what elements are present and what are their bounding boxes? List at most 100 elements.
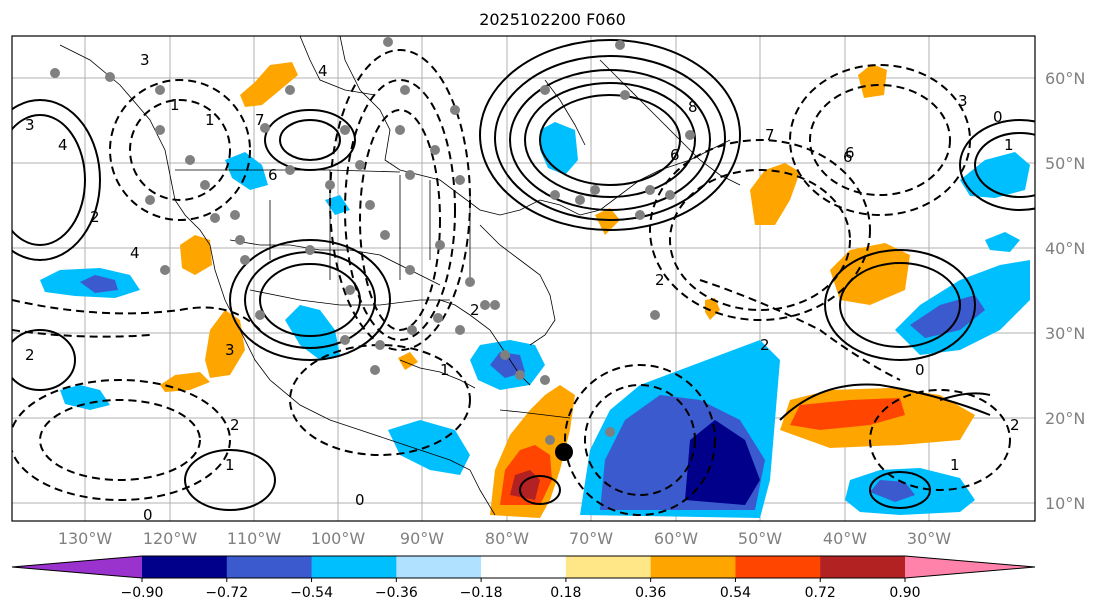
colorbar-segment [142,556,228,578]
colorbar-segment [820,556,906,578]
colorbar-tick-label: 0.72 [805,585,836,601]
colorbar-tick-label: −0.36 [375,585,418,601]
colorbar-segment [396,556,482,578]
lat-label: 30°N [1045,324,1085,343]
contour-label: 2 [25,346,35,364]
contour-label: 4 [130,244,140,262]
cold-fill [910,295,985,338]
lon-label: 100°W [311,529,366,548]
station-dots [50,37,695,445]
map-frame [11,35,1036,522]
warm-fill [705,298,720,320]
contour-label: 0 [993,108,1003,126]
anomaly-fills [40,62,1030,518]
tropical-cyclone-marker [555,443,573,461]
lon-label: 120°W [143,529,198,548]
contour-label: 3 [225,341,235,359]
contour-label: 2 [1010,416,1020,434]
contour-label: 7 [255,111,265,129]
colorbar-tick-label: 0.18 [550,585,581,601]
contour-label: 8 [688,98,698,116]
lat-label: 20°N [1045,409,1085,428]
contour-label: 6 [670,146,680,164]
cold-fill [685,420,760,505]
colorbar-segment [226,556,313,578]
contour-label: 6 [843,148,853,166]
lon-label: 110°W [227,529,282,548]
contour-label: 2 [470,301,480,319]
lon-label: 60°W [654,529,698,548]
contour-label: 2 [230,416,240,434]
contour-labels: 3 4 1 2 4 1 4 3 6 8 7 6 3 0 1 2 2 1 7 6 … [25,51,1020,524]
cold-fill [985,232,1020,252]
contour-label: 6 [845,144,855,162]
lat-label: 60°N [1045,69,1085,88]
lon-label: 70°W [569,529,613,548]
plot-title: 2025102200 F060 [479,10,626,29]
warm-fill [180,235,212,275]
contour-label: 1 [440,361,450,379]
lat-label: 40°N [1045,239,1085,258]
contour-label: 1 [225,456,235,474]
lon-label: 40°W [823,529,867,548]
contour-label: 0 [355,491,365,509]
colorbar-segment [565,556,652,578]
colorbar-tick-label: −0.18 [460,585,503,601]
warm-fill [240,62,298,107]
dashed-contours [12,49,1011,516]
lon-label: 80°W [485,529,529,548]
colorbar-extend-high [905,556,1035,578]
lon-label: 130°W [58,529,113,548]
colorbar-tick-label: −0.90 [121,585,164,601]
contour-label: 2 [90,208,100,226]
colorbar-tick-label: 0.90 [889,585,920,601]
warm-fill [595,208,620,235]
contour-label: 0 [915,361,925,379]
contour-label: 1 [1004,136,1014,154]
contour-label: 7 [765,126,775,144]
colorbar-tick-label: 0.36 [635,585,666,601]
contour-label: 3 [25,116,35,134]
contour-label: 2 [655,271,665,289]
cold-fill [960,152,1030,198]
warm-fill [830,243,910,305]
contour-label: 3 [958,92,968,110]
colorbar-segment [735,556,821,578]
cold-fill [490,352,525,378]
lat-label: 10°N [1045,494,1085,513]
cold-fill [80,275,118,293]
colorbar-segment [311,556,397,578]
colorbar-tick-label: 0.54 [720,585,751,601]
contour-label: 1 [205,111,215,129]
contour-label: 4 [318,62,328,80]
cold-fill [60,385,110,410]
contour-label: 2 [760,336,770,354]
longitude-labels: 130°W 120°W 110°W 100°W 90°W 80°W 70°W 6… [58,529,951,548]
lon-label: 30°W [907,529,951,548]
contour-label: 4 [58,136,68,154]
contours [12,39,1035,511]
lon-label: 50°W [738,529,782,548]
warm-fill [858,64,887,98]
colorbar: −0.90 −0.72 −0.54 −0.36 −0.18 0.18 0.36 0.54 0.7… [11,555,1036,601]
colorbar-extend-low [12,556,142,578]
warm-fill [750,163,800,225]
cold-fill [325,195,350,215]
cold-fill [870,480,915,502]
warm-fill [398,352,418,370]
colorbar-segment [481,556,567,578]
lat-label: 50°N [1045,154,1085,173]
latitude-labels: 60°N 50°N 40°N 30°N 20°N 10°N [1045,69,1085,513]
contour-label: 6 [268,166,278,184]
contour-label: 0 [143,506,153,524]
contour-label: 3 [140,51,150,69]
lon-label: 90°W [400,529,444,548]
contour-label: 1 [950,456,960,474]
colorbar-tick-label: −0.54 [290,585,333,601]
warm-fill [205,310,245,378]
warm-fill [790,398,905,430]
colorbar-segment [650,556,736,578]
contour-label: 1 [170,96,180,114]
cold-fill [225,152,268,190]
